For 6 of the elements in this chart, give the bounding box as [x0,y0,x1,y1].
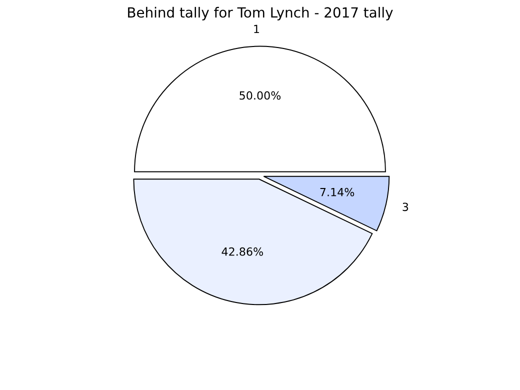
chart-title: Behind tally for Tom Lynch - 2017 tally [128,6,393,20]
data-label: 50.00% [240,91,281,100]
slice-label: 1 [254,24,259,34]
slice-label: 3 [402,202,408,212]
data-label: 42.86% [222,247,263,256]
data-label: 7.14% [320,188,354,196]
